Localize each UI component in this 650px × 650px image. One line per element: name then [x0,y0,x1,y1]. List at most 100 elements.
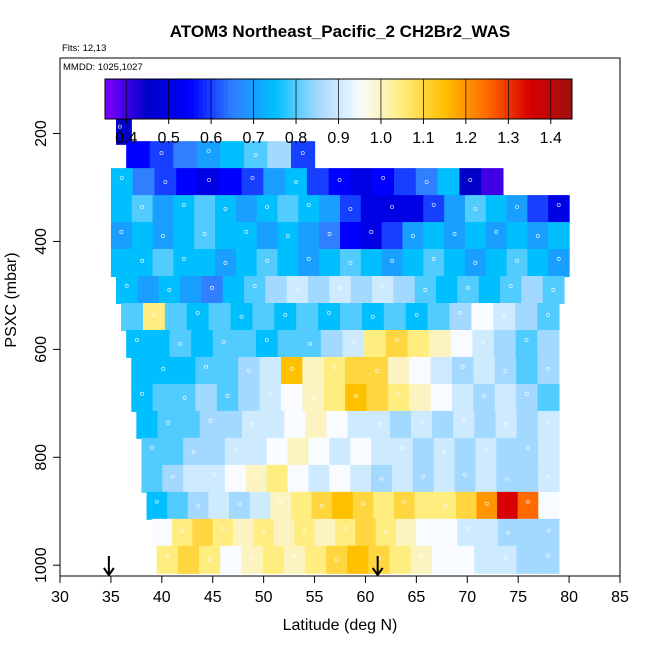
heatmap-cell [516,356,539,385]
heatmap-cell [308,437,330,466]
heatmap-cell [402,222,424,251]
heatmap-cell [355,518,377,547]
colorbar-segment [457,79,463,119]
heatmap-cell [183,437,205,466]
heatmap-cell [500,276,522,305]
sample-marker [337,177,342,182]
sample-marker [361,501,365,506]
sample-marker [410,233,415,238]
sample-marker [166,420,170,425]
heatmap-cell [142,303,166,331]
sample-marker [546,420,551,425]
colorbar-segment [397,79,403,119]
heatmap-cell [345,356,368,385]
x-tick-label: 80 [560,589,578,606]
heatmap-cell [192,518,214,547]
sample-marker [452,231,457,236]
heatmap-cell [350,464,372,493]
heatmap-cell [409,383,432,412]
heatmap-cell [454,437,477,466]
sample-marker [250,175,255,180]
sample-marker [546,312,550,317]
colorbar: 0.4 0.5 0.6 0.7 0.8 0.9 1.0 1.1 1.2 1.3 1.4 [104,78,573,147]
colorbar-segment [478,79,484,119]
sample-marker [119,175,124,180]
sample-marker [182,395,187,400]
heatmap-cell [298,222,320,251]
colorbar-segment [245,79,250,119]
heatmap-cell [396,518,417,547]
colorbar-segment [206,79,212,119]
sample-marker [159,150,164,155]
heatmap-cell [172,518,193,547]
heatmap-cell [340,222,362,251]
sample-marker [237,501,242,506]
colorbar-segment [198,79,204,119]
colorbar-segment [431,79,437,119]
sample-marker [246,368,251,373]
sample-marker [268,391,273,396]
sample-marker [334,557,339,562]
heatmap-cell [410,545,433,574]
sample-marker [423,287,428,292]
sample-marker [377,422,382,427]
colorbar-segment [240,79,246,119]
heatmap-cell [273,518,295,547]
heatmap-cell [537,303,560,331]
sample-marker [244,229,249,234]
heatmap-cell [453,410,475,439]
heatmap-cell [233,518,255,547]
sample-marker [117,124,122,129]
colorbar-segment [160,79,165,119]
heatmap-cell [241,545,264,574]
colorbar-segment [291,79,297,119]
sample-marker [308,341,313,346]
sample-marker [296,474,300,479]
heatmap-cell [328,168,352,197]
sample-marker [353,393,358,398]
colorbar-segment [257,79,263,119]
sample-marker [151,312,156,317]
sample-marker [402,499,407,504]
heatmap-cell [430,383,453,412]
heatmap-cell [162,437,184,466]
colorbar-segment [389,79,395,119]
heatmap-cell [329,464,351,493]
heatmap-cell [527,249,549,278]
colorbar-segment [270,79,276,119]
colorbar-tick-label: 0.5 [158,130,180,147]
heatmap-cell [433,437,456,466]
heatmap-cell [477,518,499,547]
sample-marker [332,364,337,369]
sample-marker [556,256,561,261]
sample-marker [524,391,529,396]
heatmap-cell [174,356,197,385]
sample-marker [546,474,551,479]
heatmap-cell [173,249,195,278]
sample-marker [494,229,499,234]
colorbar-segment [338,79,344,119]
heatmap-cell [195,356,218,385]
heatmap-cell [212,329,235,358]
sample-marker [535,233,540,238]
colorbar-segment [453,79,458,119]
colorbar-segment [168,79,174,119]
sample-marker [220,526,225,531]
heatmap-cell [302,356,325,385]
colorbar-segment [266,79,272,119]
heatmap-cell [238,383,261,412]
heatmap-cell [444,249,466,278]
colorbar-segment [219,79,225,119]
heatmap-cell [141,464,163,493]
heatmap-cell [262,545,285,574]
heatmap-cell [208,491,230,520]
sample-marker [178,341,183,346]
heatmap-cell [342,329,365,358]
heatmap-cell [146,491,168,520]
heatmap-cell [131,383,154,412]
heatmap-cell [538,518,560,547]
heatmap-cell [280,383,303,412]
heatmap-cell [391,437,414,466]
sample-marker [264,337,269,342]
heatmap-cell [454,464,477,493]
